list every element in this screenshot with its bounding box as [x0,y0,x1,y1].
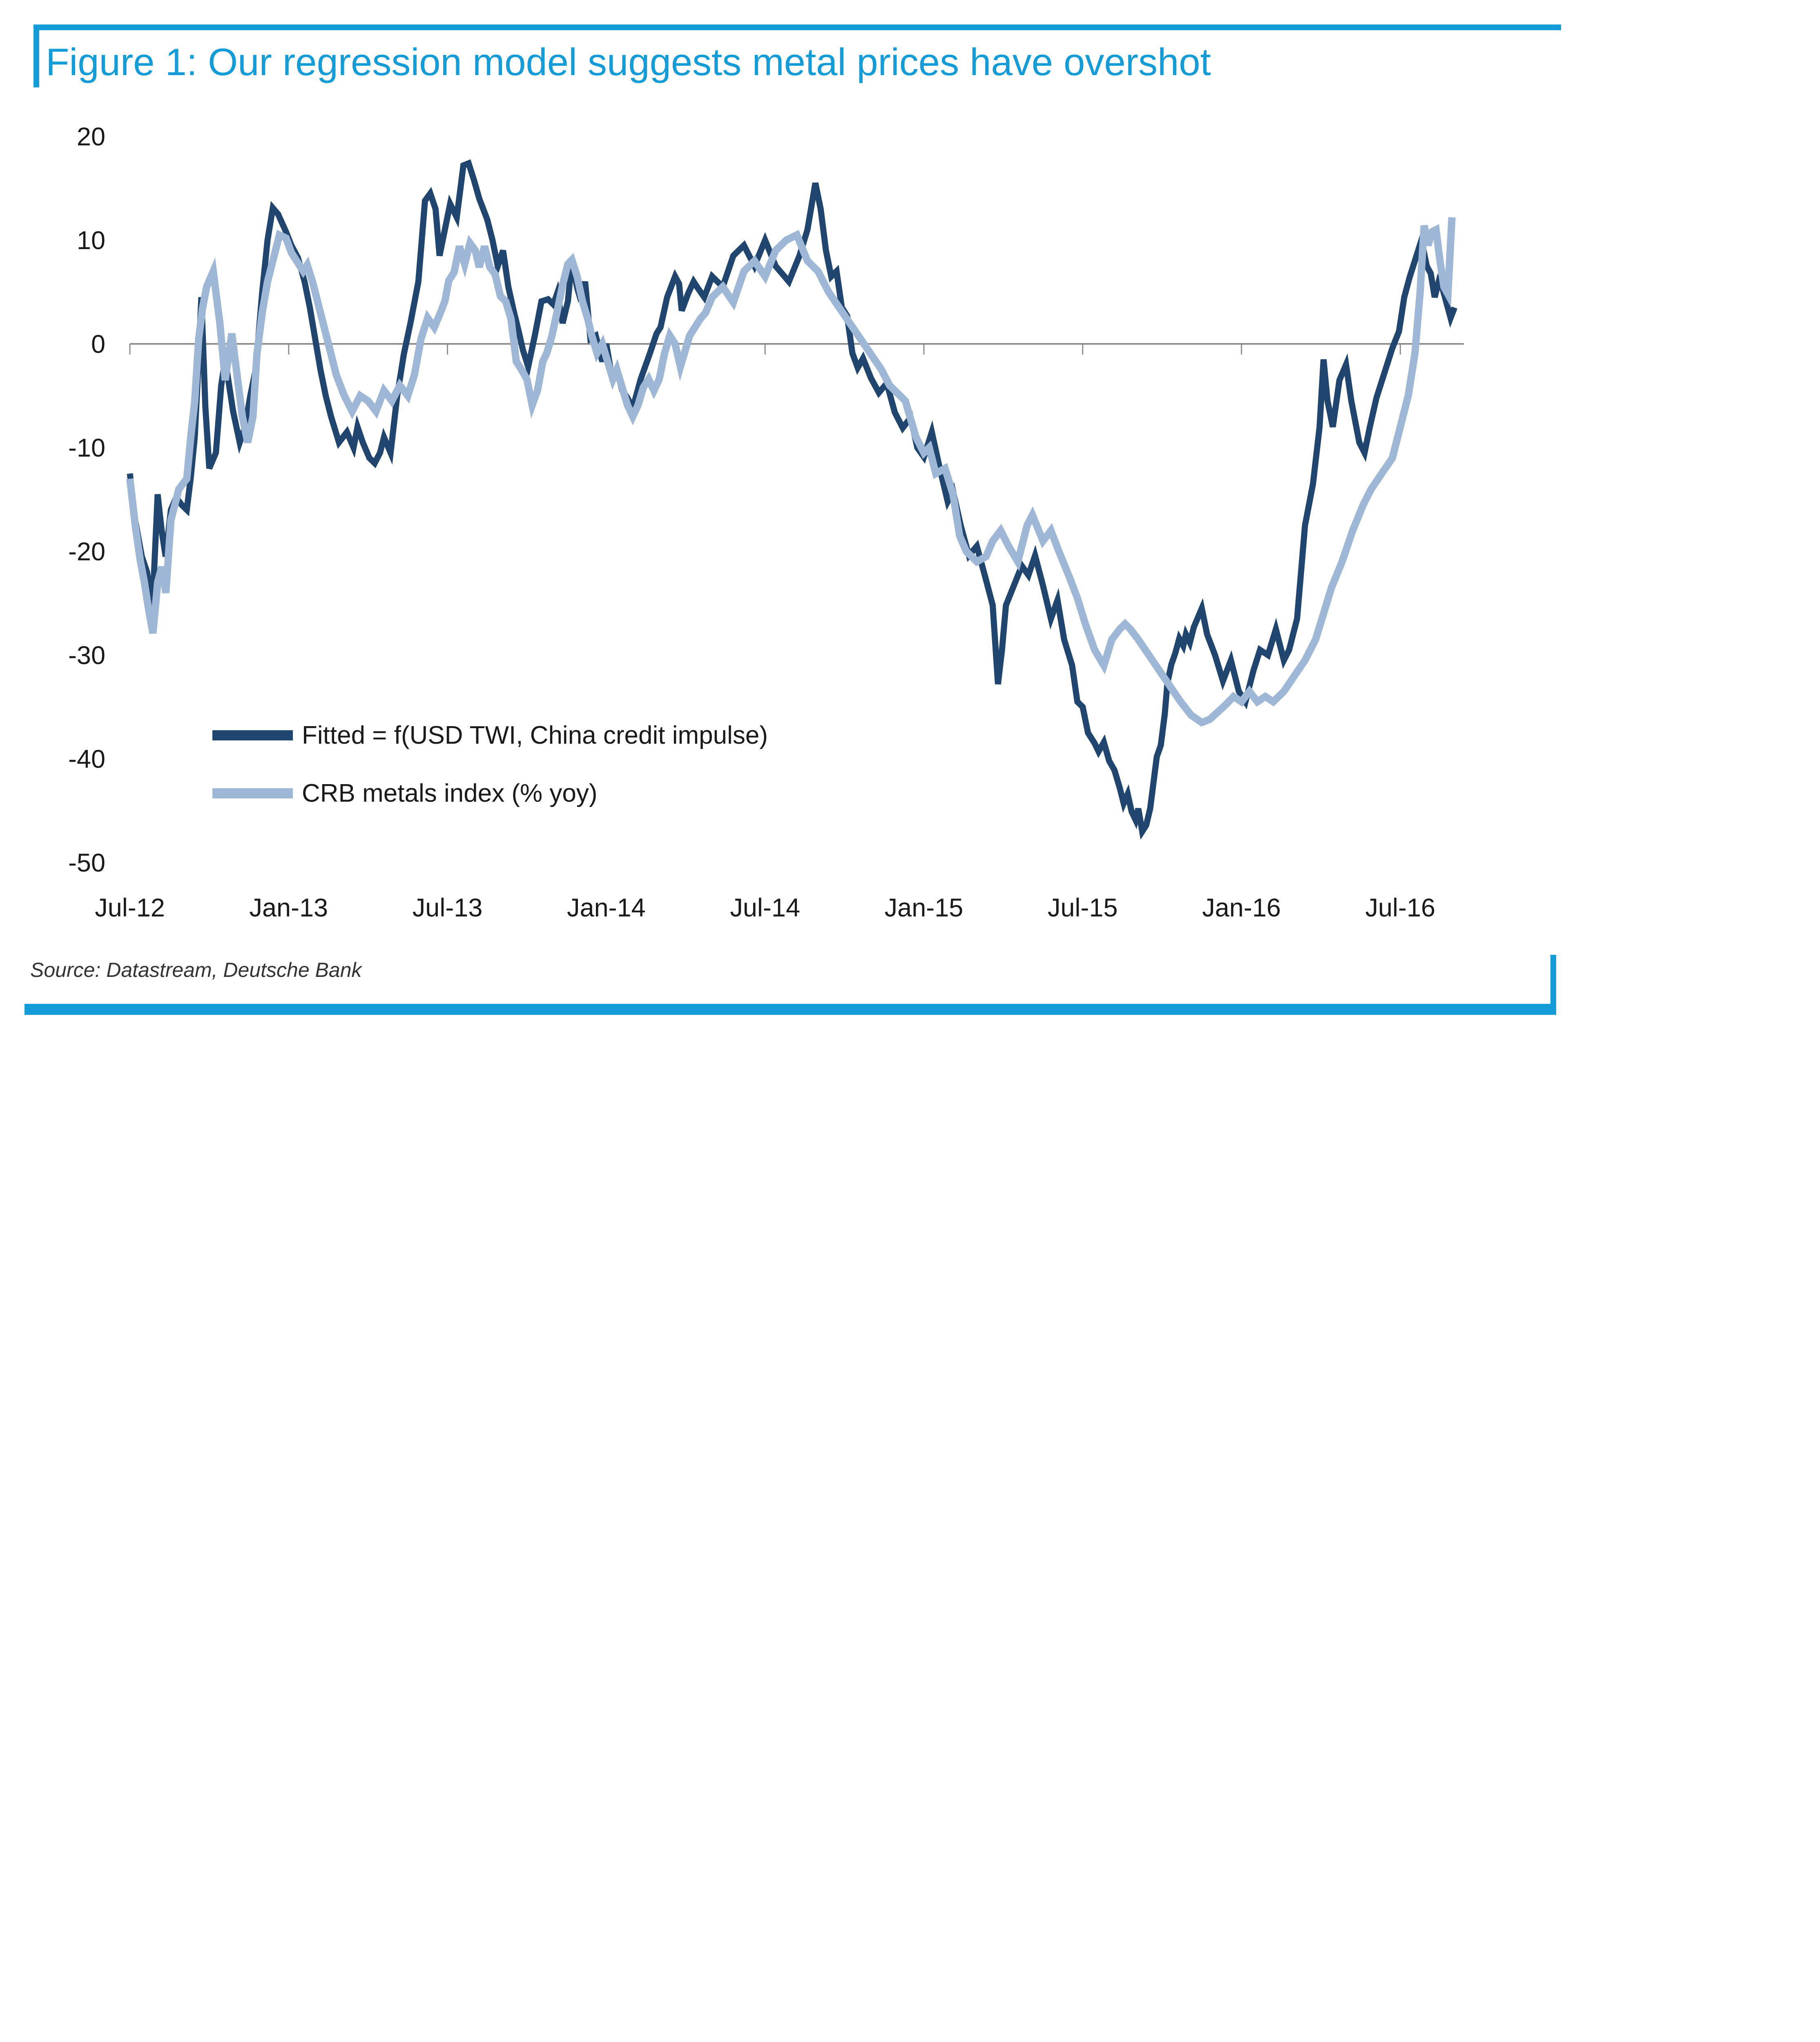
source-note: Source: Datastream, Deutsche Bank [30,959,362,981]
x-axis-label-Jul-14: Jul-14 [730,894,800,922]
x-axis-label-Jul-15: Jul-15 [1048,894,1118,922]
figure-footer-bar [25,1004,1556,1015]
legend-item-fitted: Fitted = f(USD TWI, China credit impulse… [212,721,768,749]
legend-swatch-crb-line [212,788,293,798]
y-axis-label--30: -30 [68,641,105,670]
x-axis-label-Jul-13: Jul-13 [413,894,483,922]
x-axis-label-Jan-13: Jan-13 [249,894,328,922]
x-axis-label-Jan-14: Jan-14 [567,894,646,922]
figure-header-bar [33,25,1561,30]
y-axis-label-0: 0 [91,330,105,359]
line-chart: 20 10 0 -10 -20 -30 -40 -50 Jul-12 Jan-13 Jul-13 Ja… [68,123,1464,922]
y-axis-label--10: -10 [68,434,105,462]
x-axis-label-Jan-16: Jan-16 [1202,894,1281,922]
y-axis-label-10: 10 [77,226,105,255]
figure-footer-right-notch [1550,955,1556,1015]
y-axis-label--40: -40 [68,745,105,774]
figure-title: Figure 1: Our regression model suggests … [46,40,1211,83]
figure-header-left-notch [33,25,39,87]
legend-label-fitted: Fitted = f(USD TWI, China credit impulse… [302,721,768,749]
x-axis-label-Jul-12: Jul-12 [95,894,165,922]
series-fitted-line [127,159,1458,840]
series-crb-line [126,217,1456,727]
legend-item-crb: CRB metals index (% yoy) [212,779,598,807]
y-axis-label--50: -50 [68,849,105,877]
legend-label-crb: CRB metals index (% yoy) [302,779,598,807]
legend-swatch-fitted-line [212,730,293,740]
x-axis-label-Jan-15: Jan-15 [885,894,964,922]
y-axis-label--20: -20 [68,537,105,566]
x-axis-label-Jul-16: Jul-16 [1365,894,1436,922]
y-axis-label-20: 20 [77,123,105,151]
